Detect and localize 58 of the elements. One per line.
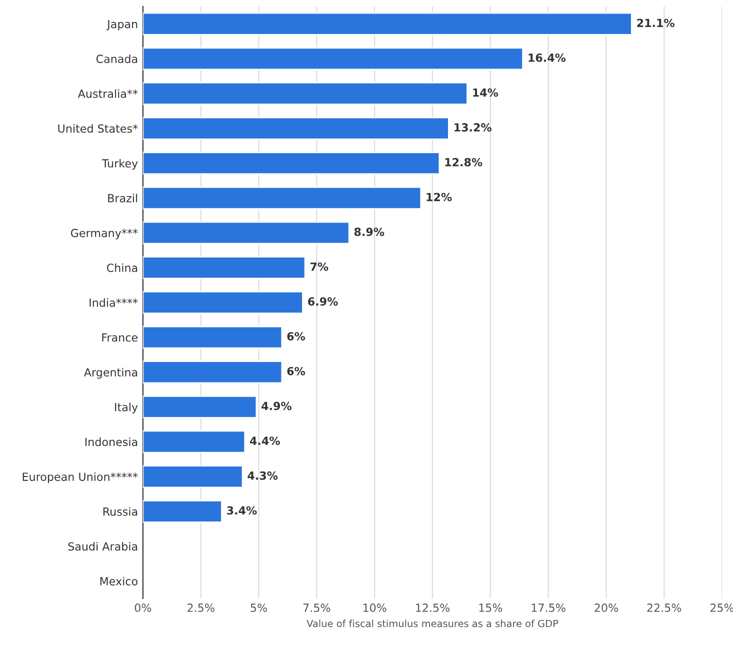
x-axis-title: Value of fiscal stimulus measures as a share of GDP	[306, 620, 558, 628]
data-label: 6%	[287, 366, 306, 376]
bar	[142, 12, 632, 36]
y-tick-label: France	[102, 333, 138, 342]
x-tick-label: 12.5%	[416, 604, 450, 612]
y-tick-label: Argentina	[84, 368, 138, 379]
bar	[142, 221, 350, 244]
y-tick-label: European Union*****	[22, 472, 138, 484]
x-tick-label: 0%	[134, 604, 152, 612]
y-tick-label: Australia**	[78, 89, 138, 98]
y-tick-label: Germany***	[70, 228, 138, 240]
y-tick-label: Russia	[103, 507, 138, 516]
y-tick-label: China	[106, 263, 138, 272]
y-tick-label: Canada	[96, 54, 138, 64]
bar	[142, 395, 258, 418]
data-label: 4.9%	[262, 402, 292, 410]
bar	[142, 290, 304, 314]
bar	[142, 82, 468, 106]
x-tick-label: 7.5%	[303, 604, 330, 612]
bar	[142, 500, 222, 523]
data-label: 16.4%	[528, 54, 566, 62]
bar	[142, 152, 440, 175]
x-tick-label: 17.5%	[532, 604, 566, 612]
x-tick-label: 15%	[479, 604, 502, 612]
bar	[142, 116, 450, 140]
y-tick-label: Saudi Arabia	[68, 542, 138, 551]
x-tick-label: 10%	[363, 604, 386, 612]
y-tick-label: Brazil	[108, 194, 138, 202]
x-tick-label: 20%	[594, 604, 618, 612]
data-label: 12%	[426, 192, 452, 202]
data-label: 21.1%	[637, 18, 674, 28]
data-label: 8.9%	[354, 228, 384, 236]
bar	[142, 256, 306, 280]
x-tick-label: 2.5%	[188, 604, 214, 612]
data-label: 3.4%	[227, 506, 257, 515]
y-tick-label: United States*	[58, 124, 138, 133]
bar	[142, 186, 422, 210]
y-tick-label: Indonesia	[85, 438, 138, 446]
data-label: 6%	[287, 332, 306, 341]
data-label: 14%	[473, 88, 498, 97]
y-tick-label: Italy	[115, 402, 138, 414]
data-label: 12.8%	[445, 158, 482, 166]
bar	[142, 465, 244, 488]
bar	[142, 326, 283, 349]
y-tick-label: Japan	[106, 20, 138, 30]
bar	[142, 47, 524, 70]
bar	[142, 360, 283, 384]
y-tick-label: Mexico	[100, 576, 138, 586]
data-label: 6.9%	[308, 297, 338, 306]
y-tick-label: India****	[90, 298, 138, 307]
x-tick-label: 22.5%	[647, 604, 682, 612]
x-tick-label: 5%	[250, 604, 267, 612]
data-label: 7%	[310, 262, 328, 271]
data-label: 4.4%	[250, 436, 280, 445]
data-label: 13.2%	[454, 123, 492, 132]
data-label: 4.3%	[248, 471, 278, 480]
bar	[142, 430, 246, 454]
y-tick-label: Turkey	[102, 158, 138, 170]
